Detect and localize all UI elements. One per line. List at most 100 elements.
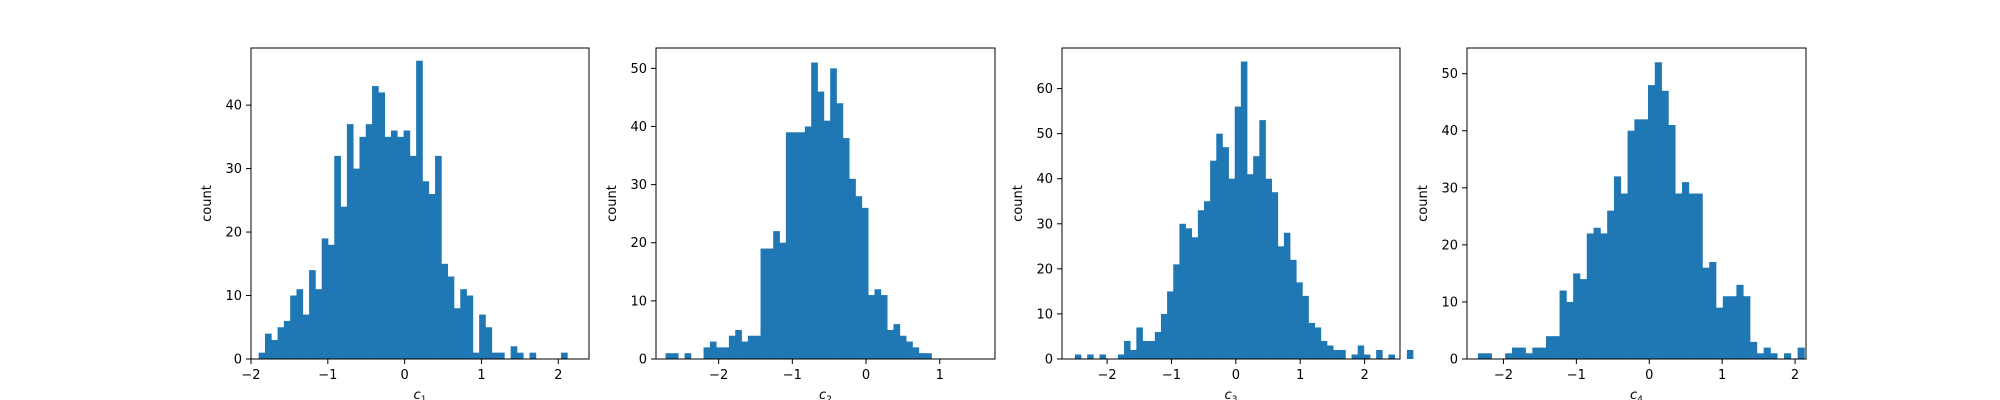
histogram-bar	[887, 329, 894, 359]
histogram-bar	[1634, 119, 1642, 359]
y-tick-label: 50	[630, 62, 647, 77]
histogram-bar	[447, 276, 455, 359]
x-tick-label: 0	[862, 368, 870, 383]
histogram-bar	[309, 270, 316, 359]
histogram-bar	[1627, 130, 1635, 359]
y-tick-label: 20	[1441, 238, 1458, 253]
histogram-bar	[1654, 62, 1662, 360]
histogram-bar	[722, 347, 730, 359]
histogram-bar	[1532, 347, 1540, 359]
histogram-bar	[258, 352, 266, 359]
histogram-bars	[1074, 61, 1414, 360]
histogram-bar	[925, 353, 932, 359]
histogram-bar	[1511, 347, 1520, 359]
histogram-bar	[817, 91, 825, 359]
x-tick-label: 2	[1360, 368, 1368, 383]
histogram-bar	[1559, 290, 1567, 359]
x-axis-ticks: −2 −1 0 1 2	[241, 359, 562, 383]
histogram-bar	[728, 335, 736, 359]
histogram-bar	[397, 136, 404, 359]
histogram-bar	[1477, 353, 1486, 359]
histogram-bar	[785, 132, 793, 359]
histogram-bar	[1750, 341, 1758, 359]
histogram-bar	[466, 295, 474, 359]
y-tick-label: 0	[639, 353, 647, 368]
x-axis-ticks: −2 −1 0 1 2	[1097, 359, 1369, 383]
histogram-bar	[741, 341, 749, 359]
x-tick-label: 1	[1718, 368, 1726, 383]
histogram-bar	[460, 289, 467, 359]
histogram-bar	[880, 295, 888, 359]
histogram-bar	[384, 136, 392, 359]
histogram-bar	[1620, 193, 1628, 359]
axes-frame	[250, 47, 590, 360]
y-axis-ticks: 0 10 20 30 40 50	[1441, 67, 1467, 368]
axes-frame	[655, 47, 996, 360]
y-tick-label: 30	[630, 178, 647, 193]
histogram-bar	[899, 335, 907, 359]
histogram-bar	[498, 352, 505, 359]
histogram-bar	[1756, 353, 1764, 359]
x-tick-label: 2	[1791, 368, 1799, 383]
histogram-bar	[1210, 160, 1217, 359]
histogram-bar	[918, 353, 926, 359]
histogram-bar	[1265, 178, 1272, 359]
histogram-bar	[1222, 147, 1229, 359]
x-axis-label-variable: c	[414, 388, 421, 400]
histogram-bar	[485, 327, 493, 359]
histogram-bar	[1661, 90, 1669, 360]
y-tick-label: 50	[1441, 67, 1458, 82]
histogram-bar	[346, 124, 354, 359]
x-tick-label: 0	[400, 368, 408, 383]
axes-frame	[1061, 47, 1401, 360]
histogram-bar	[372, 86, 379, 359]
x-axis-label-subscript: 4	[1637, 395, 1643, 400]
x-axis-label: c4	[1630, 388, 1643, 400]
y-tick-label: 0	[1450, 353, 1458, 368]
histogram-bar	[1154, 331, 1162, 359]
histogram-bar	[912, 347, 920, 359]
histogram-bar	[1702, 267, 1710, 359]
y-tick-label: 30	[1441, 181, 1458, 196]
histogram-bars	[665, 62, 932, 360]
histogram-bar	[716, 347, 723, 359]
x-tick-label: 0	[1232, 368, 1240, 383]
histogram-bar	[302, 314, 310, 359]
y-tick-label: 10	[225, 289, 242, 304]
histogram-bar	[290, 295, 297, 359]
x-tick-label: −2	[241, 368, 260, 383]
y-tick-label: 30	[1036, 217, 1053, 232]
histogram-bar	[1518, 347, 1526, 359]
histogram-bar	[1302, 295, 1309, 359]
y-tick-label: 20	[630, 236, 647, 251]
histogram-bar	[1247, 174, 1254, 359]
x-axis-label: c3	[1225, 388, 1238, 400]
histogram-bar	[1388, 354, 1395, 359]
histogram-bar	[428, 193, 436, 359]
histogram-bar	[1586, 233, 1594, 359]
histogram-bar	[1117, 354, 1125, 359]
histogram-bar	[1641, 119, 1649, 359]
histogram-bar	[1314, 327, 1322, 359]
x-tick-label: −1	[318, 368, 337, 383]
histogram-bar	[1552, 336, 1560, 359]
histogram-bar	[798, 132, 806, 359]
x-tick-label: −1	[1162, 368, 1181, 383]
histogram-bar	[735, 329, 742, 359]
histogram-bar	[1647, 85, 1656, 360]
histogram-bar	[709, 341, 717, 359]
histogram-bar	[1283, 232, 1291, 359]
y-tick-label: 40	[630, 120, 647, 135]
histogram-bar	[1784, 353, 1792, 359]
histogram-bar	[1253, 156, 1260, 359]
histogram-bar	[1406, 349, 1414, 359]
histogram-bar	[1259, 120, 1266, 360]
histogram-bar	[1729, 296, 1737, 359]
y-tick-label: 30	[225, 162, 242, 177]
histogram-bar	[1234, 106, 1242, 359]
histogram-bar	[1203, 201, 1211, 359]
x-axis-ticks: −2 −1 0 1	[709, 359, 944, 383]
histogram-bar	[842, 138, 850, 359]
histogram-bar	[277, 327, 285, 359]
